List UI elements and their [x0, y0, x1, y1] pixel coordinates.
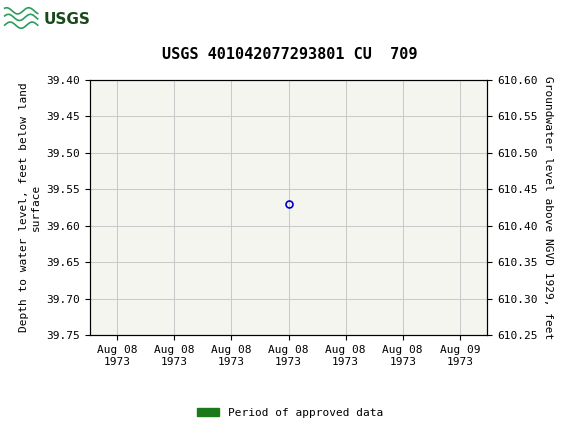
Y-axis label: Groundwater level above NGVD 1929, feet: Groundwater level above NGVD 1929, feet — [543, 76, 553, 339]
Y-axis label: Depth to water level, feet below land
surface: Depth to water level, feet below land su… — [19, 83, 41, 332]
Text: USGS: USGS — [44, 12, 90, 27]
FancyBboxPatch shape — [3, 3, 78, 36]
Text: USGS 401042077293801 CU  709: USGS 401042077293801 CU 709 — [162, 47, 418, 62]
Legend: Period of approved data: Period of approved data — [193, 403, 387, 422]
